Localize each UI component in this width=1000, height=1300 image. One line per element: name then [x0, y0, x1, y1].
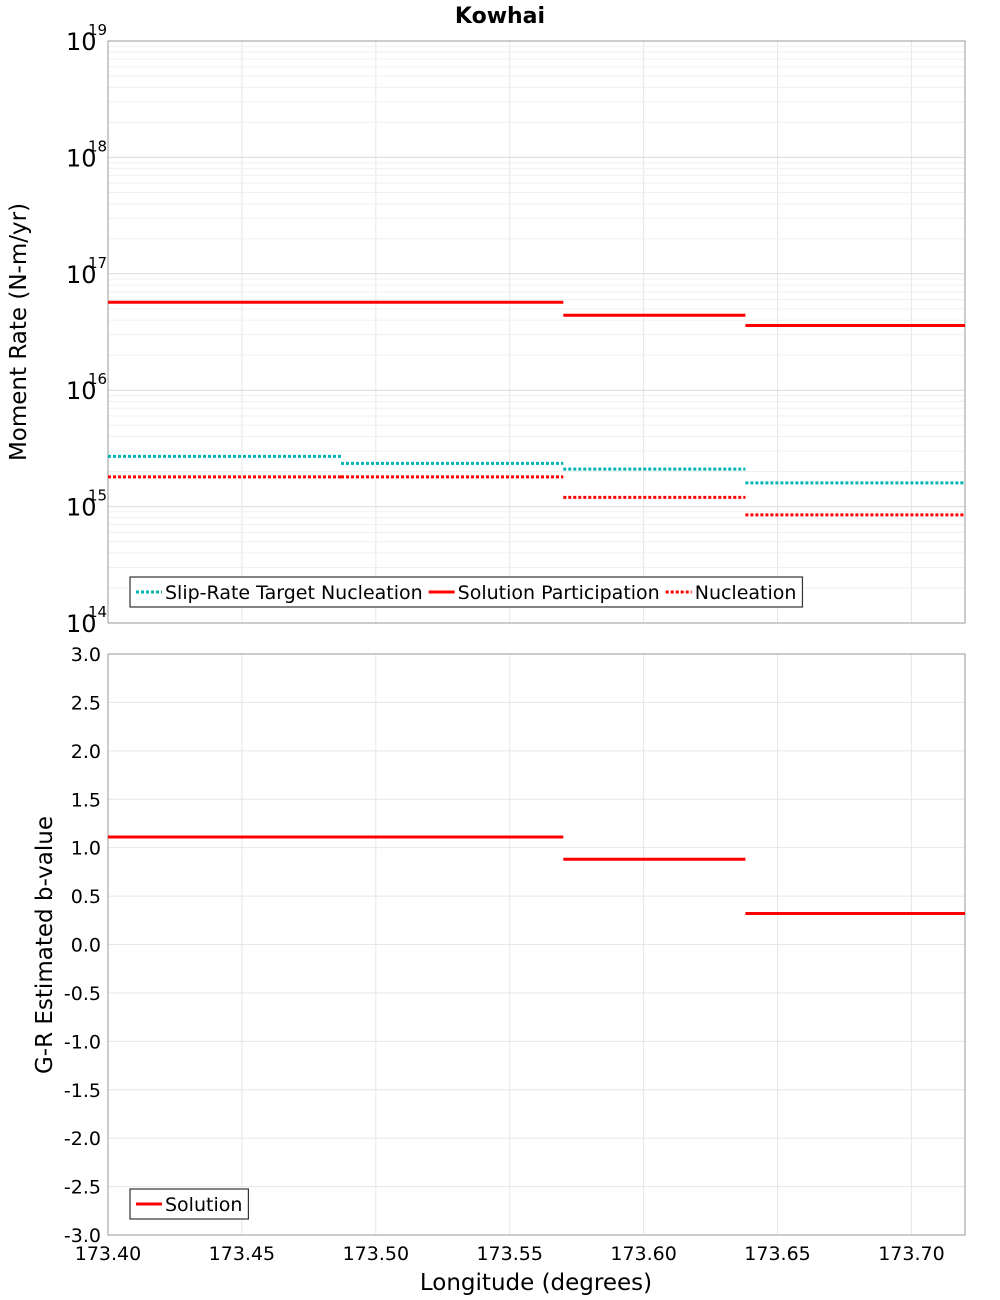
top-plot-grid — [107, 41, 965, 624]
x-tick-label: 173.65 — [744, 1243, 810, 1265]
x-tick-labels: 173.40 173.45 173.50 173.55 173.60 173.65 173.… — [75, 1243, 945, 1265]
top-y-axis-label: Moment Rate (N-m/yr) — [6, 203, 32, 461]
bottom-y-tick-label: 1.0 — [71, 838, 101, 860]
top-y-tick-exponent: 14 — [88, 603, 107, 621]
bottom-y-tick-label: 2.0 — [71, 741, 101, 763]
top-y-tick-exponent: 16 — [88, 370, 107, 388]
top-y-tick-exponent: 17 — [88, 254, 107, 272]
bottom-y-tick-labels: 3.0 2.5 2.0 1.5 1.0 0.5 0.0 -0.5 -1.0 -1.5 -2.0 -2.… — [64, 644, 101, 1247]
chart-title: Kowhai — [455, 4, 545, 29]
top-legend: Slip-Rate Target Nucleation Solution Part… — [129, 576, 804, 608]
bottom-y-tick-label: -2.0 — [64, 1128, 101, 1150]
x-tick-label: 173.50 — [343, 1243, 409, 1265]
top-legend-label-2: Nucleation — [695, 582, 797, 604]
top-y-tick-exponent: 18 — [88, 137, 107, 155]
top-y-tick-base: 10 — [66, 28, 97, 56]
top-y-tick-base: 10 — [66, 610, 97, 638]
bottom-y-axis-label: G-R Estimated b-value — [32, 816, 58, 1074]
x-axis-label: Longitude (degrees) — [420, 1270, 652, 1296]
top-y-tick-base: 10 — [66, 144, 97, 172]
bottom-plot-frame — [107, 653, 966, 1236]
bottom-y-tick-label: 1.5 — [71, 789, 101, 811]
bottom-y-tick-label: 2.5 — [71, 692, 101, 714]
top-y-tick-base: 10 — [66, 377, 97, 405]
bottom-y-tick-label: -1.5 — [64, 1080, 101, 1102]
bottom-y-tick-label: -3.0 — [64, 1225, 101, 1247]
top-y-tick-exponent: 19 — [88, 21, 107, 39]
top-legend-box — [129, 576, 804, 608]
x-tick-label: 173.60 — [610, 1243, 676, 1265]
bottom-plot-series — [108, 835, 965, 916]
top-y-tick-base: 10 — [66, 261, 97, 289]
bottom-y-tick-label: -0.5 — [64, 983, 101, 1005]
x-tick-label: 173.70 — [878, 1243, 944, 1265]
bottom-y-tick-label: -1.0 — [64, 1031, 101, 1053]
x-tick-label: 173.45 — [209, 1243, 275, 1265]
bottom-legend: Solution — [129, 1188, 250, 1220]
bottom-y-tick-label: -2.5 — [64, 1177, 101, 1199]
x-tick-label: 173.55 — [476, 1243, 542, 1265]
top-plot-series — [108, 300, 965, 517]
bottom-legend-label-0: Solution — [165, 1194, 242, 1216]
top-y-tick-base: 10 — [66, 494, 97, 522]
top-legend-label-0: Slip-Rate Target Nucleation — [165, 582, 423, 604]
bottom-y-tick-label: 3.0 — [71, 644, 101, 666]
top-plot-frame — [107, 40, 966, 624]
bottom-y-tick-label: 0.5 — [71, 886, 101, 908]
top-legend-label-1: Solution Participation — [458, 582, 660, 604]
bottom-y-tick-label: 0.0 — [71, 935, 101, 957]
x-tick-label: 173.40 — [75, 1243, 141, 1265]
top-y-tick-exponent: 15 — [88, 487, 107, 505]
bottom-plot-grid — [107, 653, 965, 1236]
